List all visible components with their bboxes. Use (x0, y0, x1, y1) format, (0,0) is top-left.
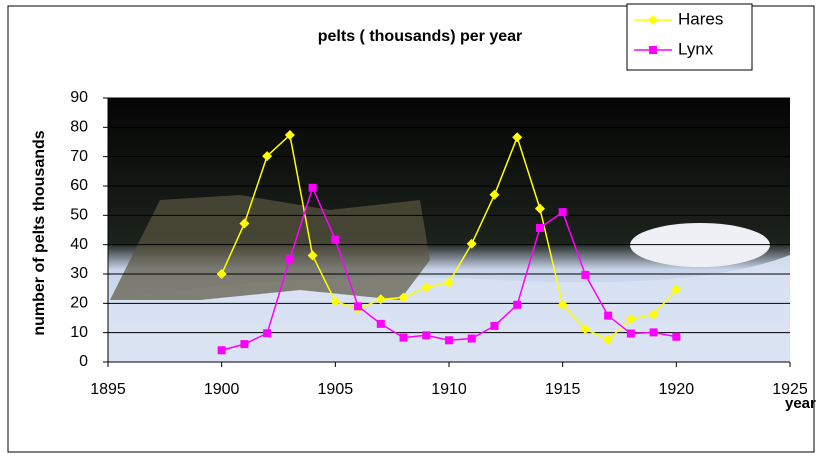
data-point (262, 151, 273, 162)
data-point (513, 300, 522, 309)
chart-frame (7, 5, 815, 453)
y-tick-label: 90 (70, 89, 88, 106)
y-tick-label: 70 (70, 148, 88, 165)
data-point (671, 284, 682, 295)
y-tick-label: 10 (70, 324, 88, 341)
y-axis-label: number of pelts thousands (31, 130, 48, 335)
y-tick-label: 20 (70, 295, 88, 312)
y-tick-label: 30 (70, 265, 88, 282)
data-point (603, 334, 614, 345)
legend-marker (648, 15, 658, 25)
data-point (649, 328, 658, 337)
data-point (557, 299, 568, 310)
x-axis-label: year (785, 395, 816, 412)
data-point (625, 314, 636, 325)
data-point (239, 218, 250, 229)
x-tick-label: 1925 (772, 381, 808, 398)
y-tick-label: 60 (70, 177, 88, 194)
y-tick-label: 50 (70, 207, 88, 224)
chart-title: pelts ( thousands) per year (318, 28, 523, 45)
data-point (512, 132, 523, 143)
lynx-photo (110, 195, 430, 300)
data-point (216, 269, 227, 279)
data-point (308, 183, 317, 192)
x-tick-label: 1905 (318, 381, 354, 398)
data-point (330, 296, 341, 307)
data-point (534, 203, 545, 214)
data-point (445, 336, 453, 345)
data-point (489, 189, 500, 200)
x-tick-label: 1895 (90, 381, 126, 398)
data-point (422, 331, 431, 340)
data-point (444, 277, 454, 288)
data-point (626, 329, 635, 338)
data-point (648, 309, 659, 320)
data-point (581, 270, 590, 279)
data-point (263, 329, 272, 338)
y-tick-label: 0 (79, 353, 88, 370)
legend-label: Lynx (678, 39, 714, 58)
x-tick-label: 1915 (545, 381, 581, 398)
data-point (376, 319, 385, 328)
data-point (375, 294, 386, 305)
y-tick-label: 40 (70, 236, 88, 253)
data-point (398, 292, 409, 303)
data-point (421, 282, 432, 293)
data-point (307, 250, 318, 261)
data-point (672, 332, 681, 341)
data-point (285, 254, 294, 263)
data-point (284, 129, 295, 140)
data-point (558, 208, 567, 217)
data-point (535, 223, 544, 232)
x-tick-label: 1900 (204, 381, 240, 398)
data-point (240, 340, 249, 349)
data-point (217, 346, 226, 355)
data-point (580, 324, 591, 335)
data-point (331, 235, 340, 244)
legend-box (626, 3, 753, 71)
data-point (490, 321, 499, 330)
x-tick-label: 1910 (431, 381, 467, 398)
legend-marker (649, 46, 657, 54)
data-point (354, 302, 363, 311)
data-point (467, 334, 476, 343)
x-tick-label: 1920 (659, 381, 695, 398)
data-point (399, 333, 408, 342)
y-tick-label: 80 (70, 119, 88, 136)
data-point (466, 238, 477, 249)
legend-label: Hares (678, 9, 723, 28)
data-point (604, 311, 613, 320)
